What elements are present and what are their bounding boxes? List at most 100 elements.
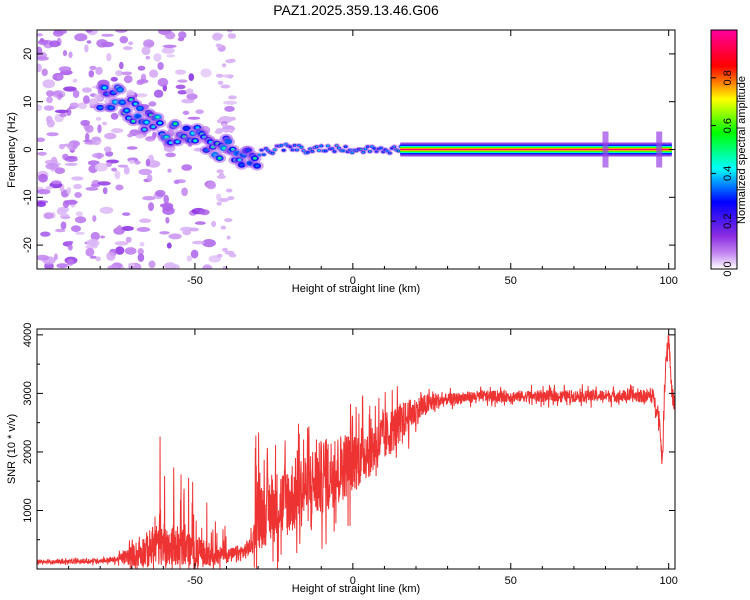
noise-blob	[148, 260, 156, 269]
ridge-blob	[175, 140, 180, 144]
noise-blob	[101, 121, 108, 126]
spectrogram-y-label: Frequency (Hz)	[6, 112, 18, 188]
noise-blob	[52, 30, 64, 37]
noise-blob	[114, 170, 121, 180]
noise-blob	[38, 173, 48, 183]
noise-blob	[148, 202, 154, 212]
noise-blob	[95, 66, 103, 75]
noise-blob	[97, 181, 111, 186]
noise-blob	[104, 132, 117, 140]
ridge-blob	[138, 107, 142, 110]
x-tick-label: 50	[505, 575, 517, 587]
snr-series-line	[37, 334, 675, 569]
noise-blob	[177, 90, 188, 95]
noise-blob	[135, 93, 148, 98]
noise-blob	[116, 225, 123, 234]
noise-blob	[153, 53, 162, 62]
ridge-blob	[393, 146, 396, 148]
noise-blob	[46, 119, 56, 128]
colorbar-tick-label: 0.0	[722, 261, 734, 276]
noise-blob	[106, 53, 112, 62]
noise-blob	[149, 69, 159, 78]
noise-blob	[165, 217, 170, 224]
ridge-blob	[335, 144, 338, 147]
ridge-blob	[193, 139, 198, 143]
ridge-blob	[311, 150, 314, 153]
noise-blob	[37, 46, 43, 55]
noise-blob	[37, 33, 43, 37]
noise-blob	[221, 122, 227, 127]
noise-blob	[181, 187, 189, 197]
noise-blob	[102, 187, 108, 195]
noise-blob	[68, 51, 73, 59]
ridge-blob	[324, 150, 327, 152]
ridge-blob	[333, 150, 336, 153]
noise-blob	[137, 253, 145, 262]
noise-blob	[213, 33, 224, 38]
ridge-blob	[173, 122, 178, 126]
noise-blob	[199, 209, 210, 216]
noise-blob	[148, 101, 157, 107]
noise-blob	[121, 71, 133, 76]
noise-blob	[137, 65, 146, 71]
noise-blob	[107, 264, 120, 269]
noise-blob	[215, 73, 224, 78]
noise-blob	[180, 226, 193, 232]
ridge-blob	[342, 150, 345, 152]
ridge-blob	[102, 86, 107, 90]
colorbar-tick-label: 0.2	[722, 214, 734, 229]
noise-blob	[96, 39, 108, 48]
noise-blob	[145, 136, 156, 142]
noise-blob	[84, 124, 94, 133]
ridge-blob	[184, 126, 189, 130]
y-tick-label: 2000	[22, 440, 34, 464]
noise-blob	[58, 66, 72, 72]
y-tick-label: 4000	[22, 323, 34, 347]
x-tick-label: 50	[505, 275, 517, 287]
ridge-blob	[155, 115, 160, 119]
noise-blob	[175, 84, 186, 90]
noise-blob	[51, 180, 62, 185]
noise-blob	[228, 116, 236, 121]
noise-blob	[103, 146, 112, 153]
noise-blob	[56, 75, 63, 80]
snr-x-ticks: -50 0 50 100	[68, 329, 678, 587]
noise-blob	[58, 93, 64, 98]
noise-blob	[63, 143, 74, 147]
noise-blob	[200, 68, 212, 78]
noise-blob	[166, 242, 172, 249]
colorbar-tick-label: 0.6	[722, 118, 734, 133]
noise-blob	[49, 40, 61, 48]
noise-blob	[137, 248, 144, 255]
noise-blob	[216, 174, 226, 179]
noise-blob	[121, 226, 134, 231]
noise-blob	[40, 231, 51, 237]
ridge-blob	[293, 144, 296, 147]
noise-blob	[202, 239, 216, 248]
noise-blob	[100, 235, 106, 239]
noise-blob	[161, 47, 175, 54]
noise-blob	[165, 152, 177, 158]
x-tick-label: 100	[660, 575, 678, 587]
ridge-blob	[320, 145, 323, 147]
noise-blob	[72, 78, 78, 83]
noise-blob	[135, 134, 145, 139]
ridge-blob	[124, 109, 129, 112]
ridge-blob	[360, 148, 363, 151]
noise-blob	[227, 33, 236, 38]
noise-blob	[166, 54, 176, 58]
noise-blob	[89, 65, 97, 70]
noise-blob	[190, 249, 199, 259]
ridge-blob	[258, 154, 261, 156]
noise-blob	[37, 254, 49, 261]
noise-blob	[177, 79, 188, 83]
noise-blob	[217, 80, 224, 85]
noise-blob	[75, 211, 83, 217]
noise-blob	[43, 105, 55, 111]
noise-blob	[115, 184, 124, 191]
noise-blob	[123, 166, 130, 175]
noise-blob	[124, 247, 137, 255]
noise-blob	[69, 102, 79, 109]
noise-blob	[168, 233, 182, 240]
noise-blob	[227, 30, 233, 33]
